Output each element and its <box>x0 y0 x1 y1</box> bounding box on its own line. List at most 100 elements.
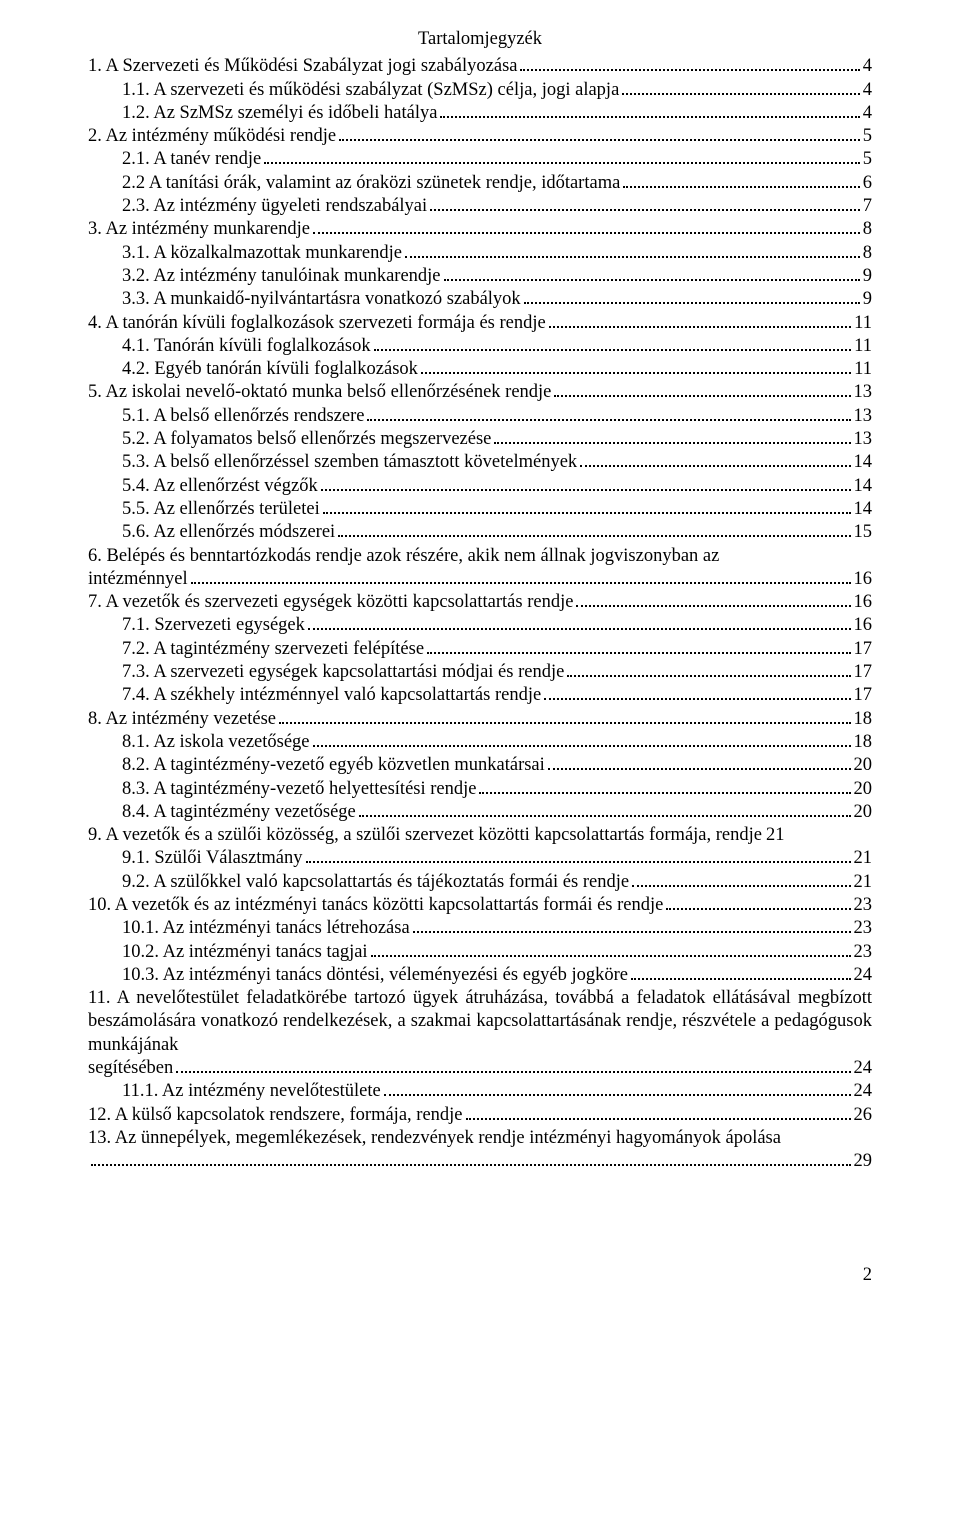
toc-leader-dots <box>430 195 860 211</box>
toc-leader-dots <box>544 685 850 701</box>
toc-entry-text: 1. A Szervezeti és Működési Szabályzat j… <box>88 55 517 78</box>
toc-entry: 5.6. Az ellenőrzés módszerei15 <box>88 521 872 544</box>
toc-leader-dots <box>444 265 860 281</box>
toc-entry-page: 16 <box>854 568 873 591</box>
toc-entry-page: 13 <box>854 381 873 404</box>
toc-leader-dots <box>384 1081 851 1097</box>
toc-entry: 8. Az intézmény vezetése18 <box>88 708 872 731</box>
toc-entry: 12. A külső kapcsolatok rendszere, formá… <box>88 1104 872 1127</box>
toc-entry-text: 11.1. Az intézmény nevelőtestülete <box>122 1080 381 1103</box>
toc-entry-page: 13 <box>854 428 873 451</box>
toc-entry-page: 21 <box>854 871 873 894</box>
toc-entry: 10.1. Az intézményi tanács létrehozása23 <box>88 917 872 940</box>
toc-entry-text: 8. Az intézmény vezetése <box>88 708 276 731</box>
toc-leader-dots <box>666 894 850 910</box>
page-title: Tartalomjegyzék <box>88 28 872 51</box>
toc-leader-dots <box>494 428 850 444</box>
toc-entry-page: 15 <box>854 521 873 544</box>
toc-entry-text: 10. A vezetők és az intézményi tanács kö… <box>88 894 663 917</box>
toc-entry-text: 7.4. A székhely intézménnyel való kapcso… <box>122 684 541 707</box>
toc-leader-dots <box>479 778 850 794</box>
toc-entry-page: 4 <box>863 55 872 78</box>
toc-entry-page: 11 <box>854 335 872 358</box>
toc-entry: 9. A vezetők és a szülői közösség, a szü… <box>88 824 872 847</box>
toc-entry: 2.1. A tanév rendje5 <box>88 148 872 171</box>
toc-entry-page: 21 <box>854 847 873 870</box>
toc-leader-dots <box>576 591 850 607</box>
toc-entry: 11.1. Az intézmény nevelőtestülete24 <box>88 1080 872 1103</box>
toc-entry: 10.2. Az intézményi tanács tagjai23 <box>88 941 872 964</box>
toc-leader-dots <box>374 335 852 351</box>
toc-entry-text: 13. Az ünnepélyek, megemlékezések, rende… <box>88 1127 872 1150</box>
toc-entry-text: 3.1. A közalkalmazottak munkarendje <box>122 242 402 265</box>
toc-entry: 4. A tanórán kívüli foglalkozások szerve… <box>88 312 872 335</box>
toc-entry: 7.3. A szervezeti egységek kapcsolattart… <box>88 661 872 684</box>
toc-entry-page: 5 <box>863 125 872 148</box>
toc-entry-tail: segítésében <box>88 1057 173 1080</box>
toc-entry-text: 2.2 A tanítási órák, valamint az óraközi… <box>122 172 620 195</box>
toc-leader-dots <box>520 56 859 72</box>
toc-entry: 10.3. Az intézményi tanács döntési, véle… <box>88 964 872 987</box>
toc-entry-page: 17 <box>854 684 873 707</box>
toc-entry: 1.2. Az SzMSz személyi és időbeli hatály… <box>88 102 872 125</box>
toc-entry-page: 18 <box>854 731 873 754</box>
toc-entry-page: 20 <box>854 754 873 777</box>
toc-entry-page: 24 <box>854 964 873 987</box>
toc-entry-page: 6 <box>863 172 872 195</box>
toc-entry-text: 7.1. Szervezeti egységek <box>122 614 305 637</box>
toc-leader-dots <box>549 312 851 328</box>
toc-entry-page: 16 <box>854 591 873 614</box>
toc-entry-text: 4. A tanórán kívüli foglalkozások szerve… <box>88 312 546 335</box>
toc-entry-text: 8.1. Az iskola vezetősége <box>122 731 310 754</box>
toc-entry: 7.1. Szervezeti egységek 16 <box>88 614 872 637</box>
toc-entry: 13. Az ünnepélyek, megemlékezések, rende… <box>88 1127 872 1174</box>
toc-entry: 8.3. A tagintézmény-vezető helyettesítés… <box>88 778 872 801</box>
toc-entry: 4.2. Egyéb tanórán kívüli foglalkozások1… <box>88 358 872 381</box>
toc-entry-line: 29 <box>88 1150 872 1173</box>
toc-entry-page: 9 <box>863 288 872 311</box>
toc-entry-text: 2.3. Az intézmény ügyeleti rendszabályai <box>122 195 427 218</box>
toc-entry: 2.2 A tanítási órák, valamint az óraközi… <box>88 172 872 195</box>
toc-entry-text: 3. Az intézmény munkarendje <box>88 218 310 241</box>
toc-entry-page: 11 <box>854 358 872 381</box>
toc-entry-page: 20 <box>854 778 873 801</box>
toc-leader-dots <box>313 219 860 235</box>
toc-entry: 2.3. Az intézmény ügyeleti rendszabályai… <box>88 195 872 218</box>
toc-leader-dots <box>338 522 850 538</box>
toc-entry-page: 8 <box>863 242 872 265</box>
toc-entry-text: 5.3. A belső ellenőrzéssel szemben támas… <box>122 451 577 474</box>
toc-entry-page: 23 <box>854 941 873 964</box>
toc-leader-dots <box>580 452 850 468</box>
toc-entry-text: 5.4. Az ellenőrzést végzők <box>122 475 318 498</box>
toc-entry: 7.4. A székhely intézménnyel való kapcso… <box>88 684 872 707</box>
toc-entry-page: 14 <box>854 451 873 474</box>
toc-leader-dots <box>567 661 850 677</box>
toc-entry-page: 13 <box>854 405 873 428</box>
toc-entry-text: 7.3. A szervezeti egységek kapcsolattart… <box>122 661 564 684</box>
toc-leader-dots <box>359 801 851 817</box>
toc-entry-text: 5.2. A folyamatos belső ellenőrzés megsz… <box>122 428 491 451</box>
toc-entry-text: 9.1. Szülői Választmány <box>122 847 303 870</box>
toc-entry: 7. A vezetők és szervezeti egységek közö… <box>88 591 872 614</box>
toc-entry-text: 2. Az intézmény működési rendje <box>88 125 336 148</box>
toc-leader-dots <box>405 242 860 258</box>
toc-entry-page: 4 <box>863 102 872 125</box>
toc-entry-page: 21 <box>766 824 785 847</box>
toc-entry-page: 16 <box>854 614 873 637</box>
toc-entry: 5.4. Az ellenőrzést végzők14 <box>88 475 872 498</box>
toc-entry: 9.1. Szülői Választmány 21 <box>88 847 872 870</box>
toc-entry-text: 2.1. A tanév rendje <box>122 148 261 171</box>
toc-leader-dots <box>622 79 859 95</box>
toc-entry-text: 10.3. Az intézményi tanács döntési, véle… <box>122 964 628 987</box>
toc-entry-page: 26 <box>854 1104 873 1127</box>
toc-leader-dots <box>91 1151 851 1167</box>
toc-entry-text: 11. A nevelőtestület feladatkörébe tarto… <box>88 987 872 1057</box>
toc-entry: 8.2. A tagintézmény-vezető egyéb közvetl… <box>88 754 872 777</box>
toc-entry-text: 3.3. A munkaidő-nyilvántartásra vonatkoz… <box>122 288 521 311</box>
toc-entry-page: 24 <box>854 1057 873 1080</box>
toc-leader-dots <box>371 941 851 957</box>
toc-entry-text: 1.1. A szervezeti és működési szabályzat… <box>122 79 619 102</box>
toc-leader-dots <box>321 475 851 491</box>
toc-entry-text: 3.2. Az intézmény tanulóinak munkarendje <box>122 265 441 288</box>
toc-entry: 4.1. Tanórán kívüli foglalkozások11 <box>88 335 872 358</box>
